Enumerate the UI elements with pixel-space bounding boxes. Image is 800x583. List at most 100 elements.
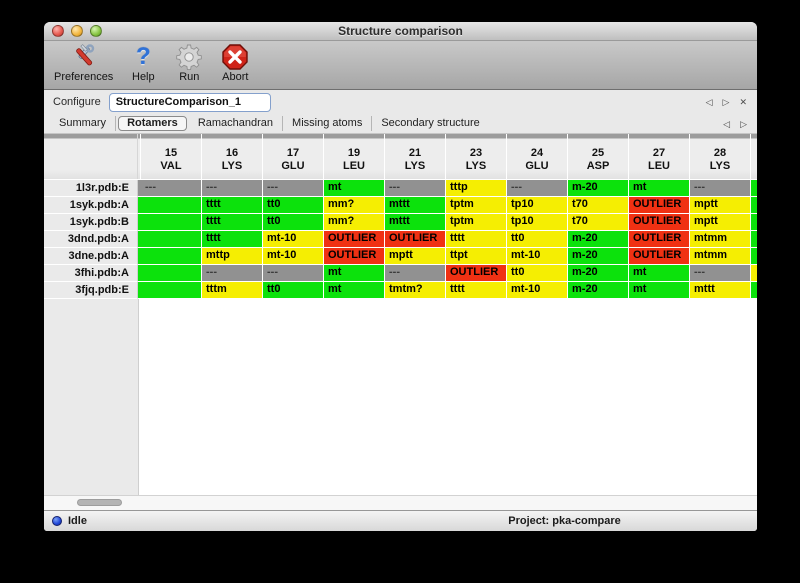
row-label[interactable]: 1l3r.pdb:E [44,180,138,197]
configure-name-input[interactable] [108,92,271,112]
rotamer-cell[interactable] [141,214,202,231]
rotamer-cell[interactable]: mttt [385,197,446,214]
configure-row: Configure ◁ ▷ ✕ [44,90,757,114]
tab-secondary-structure[interactable]: Secondary structure [381,117,480,129]
rotamer-cell[interactable]: tttt [202,214,263,231]
rotamer-cell[interactable]: tt0 [263,282,324,299]
horizontal-scrollbar-thumb[interactable] [77,499,122,506]
prev-config-icon[interactable]: ◁ [705,97,713,107]
row-label[interactable]: 3fhi.pdb:A [44,265,138,282]
rotamer-cell[interactable]: mtmm [690,231,751,248]
rotamer-cell[interactable]: tptm [446,197,507,214]
toolbar-button-help[interactable]: ? Help [127,43,159,84]
rotamer-cell[interactable]: mt-10 [263,231,324,248]
rotamer-cell[interactable] [141,282,202,299]
rotamer-cell[interactable]: tttp [446,180,507,197]
rotamer-cell[interactable]: mt-10 [263,248,324,265]
rotamer-cell[interactable]: t70 [568,197,629,214]
rotamer-cell[interactable]: mttt [690,282,751,299]
rotamer-cell[interactable]: t70 [568,214,629,231]
next-config-icon[interactable]: ▷ [722,97,730,107]
toolbar-button-run[interactable]: Run [173,43,205,83]
rotamer-cell[interactable]: m-20 [568,231,629,248]
toolbar-button-abort[interactable]: Abort [219,43,251,83]
tab-ramachandran[interactable]: Ramachandran [189,116,284,131]
rotamer-cell[interactable]: OUTLIER [324,231,385,248]
title-bar[interactable]: Structure comparison [44,22,757,41]
close-config-icon[interactable]: ✕ [739,97,747,107]
rotamer-cell[interactable]: OUTLIER [629,248,690,265]
rotamer-cell[interactable]: m-20 [568,265,629,282]
rotamer-cell[interactable]: tp10 [507,214,568,231]
rotamer-cell[interactable]: tmtm? [385,282,446,299]
rotamer-cell[interactable]: OUTLIER [629,214,690,231]
toolbar-button-preferences[interactable]: Preferences [54,43,113,83]
row-label[interactable]: 3dnd.pdb:A [44,231,138,248]
rotamer-cell[interactable]: tptm [446,214,507,231]
rotamer-cell[interactable]: --- [385,265,446,282]
rotamer-cell[interactable]: ttpt [446,248,507,265]
tab-missing-atoms[interactable]: Missing atoms [283,116,373,131]
rotamer-cell[interactable]: mptt [690,214,751,231]
rotamer-cell[interactable]: --- [507,180,568,197]
rotamer-cell[interactable]: --- [263,265,324,282]
rotamer-cell[interactable]: OUTLIER [385,231,446,248]
rotamer-cell[interactable] [141,265,202,282]
rotamer-cell[interactable] [141,248,202,265]
rotamer-cell[interactable]: mptt [385,248,446,265]
rotamer-cell[interactable]: mtmm [690,248,751,265]
rotamer-cell[interactable]: --- [202,265,263,282]
rotamer-cell[interactable]: m-20 [568,282,629,299]
rotamer-cell[interactable]: tt0 [507,265,568,282]
tab-rotamers[interactable]: Rotamers [118,116,187,131]
next-tab-icon[interactable]: ▷ [740,118,747,129]
rotamer-cell[interactable]: mt [324,180,385,197]
rotamer-cell[interactable]: tttt [446,231,507,248]
rotamer-cell[interactable]: mm? [324,214,385,231]
prev-tab-icon[interactable]: ◁ [723,118,731,129]
rotamer-cell[interactable]: OUTLIER [629,197,690,214]
row-label[interactable]: 3fjq.pdb:E [44,282,138,299]
rotamer-cell[interactable]: m-20 [568,180,629,197]
rotamer-cell[interactable]: tttm [202,282,263,299]
rotamer-cell[interactable]: mt [629,265,690,282]
rotamer-cell[interactable]: tt0 [263,197,324,214]
rotamer-cell[interactable]: tttt [202,231,263,248]
rotamer-cell[interactable]: OUTLIER [629,231,690,248]
rotamer-cell[interactable]: tt0 [507,231,568,248]
rotamer-cell[interactable]: mttt [385,214,446,231]
rotamer-cell[interactable] [141,231,202,248]
rotamer-cell[interactable] [141,197,202,214]
rotamer-cell[interactable]: --- [385,180,446,197]
zoom-button[interactable] [90,25,102,37]
rotamer-cell[interactable]: OUTLIER [324,248,385,265]
rotamer-cell[interactable]: mptt [690,197,751,214]
rotamer-cell[interactable]: mm? [324,197,385,214]
rotamer-cell[interactable]: tt0 [263,214,324,231]
minimize-button[interactable] [71,25,83,37]
rotamer-cell[interactable]: mt [629,282,690,299]
rotamer-cell[interactable]: --- [690,265,751,282]
rotamer-cell[interactable]: tp10 [507,197,568,214]
clipped-cell-right [751,180,757,197]
rotamer-cell[interactable]: OUTLIER [446,265,507,282]
row-label[interactable]: 1syk.pdb:A [44,197,138,214]
rotamer-cell[interactable]: --- [202,180,263,197]
rotamer-cell[interactable]: m-20 [568,248,629,265]
rotamer-cell[interactable]: mt-10 [507,282,568,299]
rotamer-cell[interactable]: --- [141,180,202,197]
row-label[interactable]: 3dne.pdb:A [44,248,138,265]
row-label[interactable]: 1syk.pdb:B [44,214,138,231]
rotamer-cell[interactable]: mttp [202,248,263,265]
close-button[interactable] [52,25,64,37]
horizontal-scrollbar[interactable] [44,495,757,510]
rotamer-cell[interactable]: mt [324,282,385,299]
rotamer-cell[interactable]: tttt [446,282,507,299]
rotamer-cell[interactable]: --- [263,180,324,197]
rotamer-cell[interactable]: mt-10 [507,248,568,265]
rotamer-cell[interactable]: --- [690,180,751,197]
rotamer-cell[interactable]: tttt [202,197,263,214]
rotamer-cell[interactable]: mt [324,265,385,282]
tab-summary[interactable]: Summary [50,116,117,131]
rotamer-cell[interactable]: mt [629,180,690,197]
